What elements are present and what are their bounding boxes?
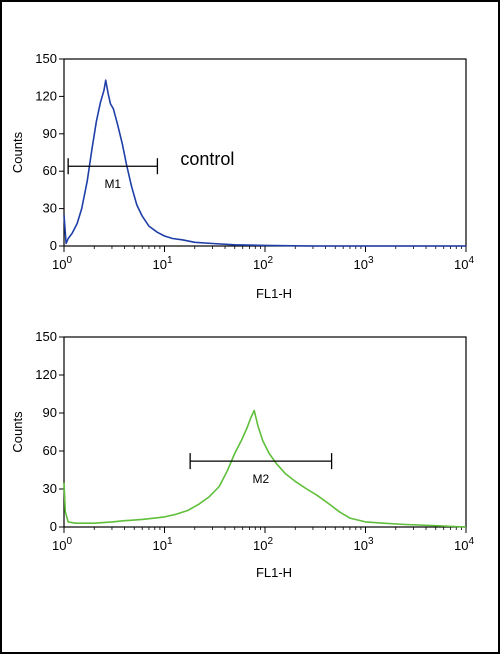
plot-area-frame bbox=[63, 336, 467, 528]
sample-annotation: control bbox=[180, 149, 234, 169]
y-tick-label: 60 bbox=[43, 163, 57, 178]
x-tick-label: 100 bbox=[52, 536, 72, 553]
x-axis-label: FL1-H bbox=[256, 565, 292, 580]
histogram-series-line bbox=[63, 409, 467, 528]
y-tick-label: 120 bbox=[35, 88, 57, 103]
y-tick-label: 0 bbox=[50, 238, 57, 253]
x-tick-label: 103 bbox=[353, 536, 373, 553]
histogram-series-line bbox=[63, 79, 466, 247]
y-tick-label: 30 bbox=[43, 481, 57, 496]
y-tick-label: 120 bbox=[35, 367, 57, 382]
y-tick-label: 150 bbox=[35, 329, 57, 344]
x-tick-label: 102 bbox=[253, 255, 273, 272]
x-axis-label: FL1-H bbox=[256, 286, 292, 301]
x-tick-label: 104 bbox=[454, 536, 474, 553]
x-tick-label: 102 bbox=[253, 536, 273, 553]
x-tick-label: 101 bbox=[152, 255, 172, 272]
y-tick-label: 30 bbox=[43, 201, 57, 216]
y-tick-label: 60 bbox=[43, 443, 57, 458]
y-tick-label: 90 bbox=[43, 405, 57, 420]
marker-label: M2 bbox=[253, 472, 270, 486]
x-tick-label: 100 bbox=[52, 255, 72, 272]
histogram-panel-1: 0 30 60 90 120 150 Counts 100 101 102 103 104 FL1-H M… bbox=[10, 51, 474, 301]
x-tick-label: 101 bbox=[152, 536, 172, 553]
x-tick-label: 104 bbox=[454, 255, 474, 272]
y-axis-label: Counts bbox=[10, 411, 25, 453]
y-tick-label: 90 bbox=[43, 126, 57, 141]
y-tick-label: 0 bbox=[50, 519, 57, 534]
marker-label: M1 bbox=[104, 177, 121, 191]
y-axis-label: Counts bbox=[10, 131, 25, 173]
y-tick-label: 150 bbox=[35, 51, 57, 66]
x-tick-label: 103 bbox=[353, 255, 373, 272]
histogram-panel-2: 0 30 60 90 120 150 Counts 100 101 102 103 104 FL1-H M… bbox=[10, 329, 474, 580]
